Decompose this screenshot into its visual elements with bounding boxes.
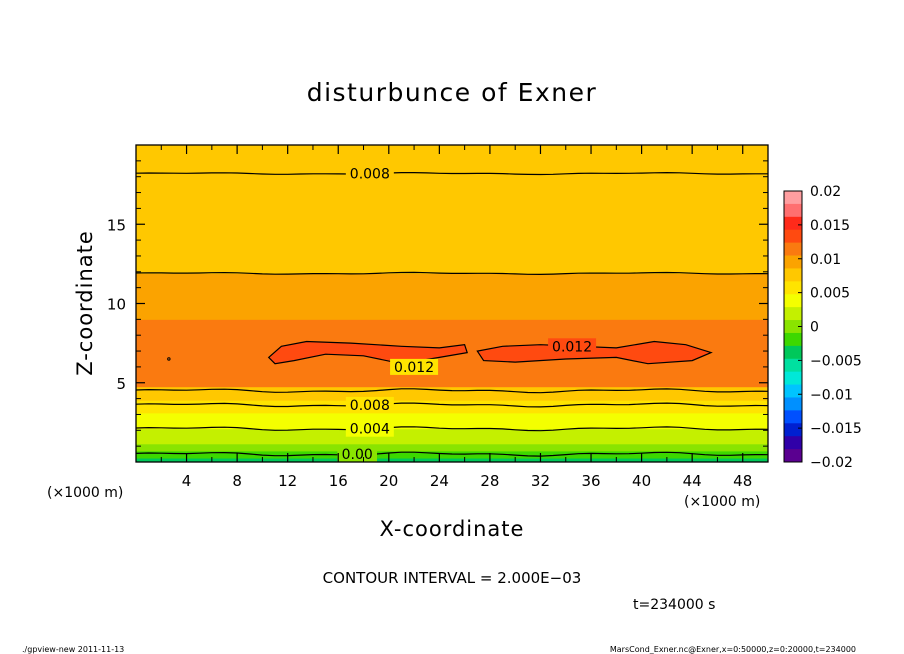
contour-label: 0.004 xyxy=(350,422,390,438)
x-tick-label: 28 xyxy=(480,472,499,490)
colorbar-segment xyxy=(784,307,802,321)
x-tick-label: 36 xyxy=(581,472,600,490)
colorbar-segment xyxy=(784,410,802,424)
contour-line xyxy=(136,171,768,176)
colorbar-segment xyxy=(784,384,802,398)
contour-band xyxy=(136,420,768,430)
contour-band xyxy=(136,428,768,438)
y-axis-label: Z-coordinate xyxy=(73,230,97,376)
colorbar-tick-label: 0.015 xyxy=(810,218,850,234)
contour-labels: 0.008 0.008 0.004 0.00 0.012 0.012 xyxy=(337,165,597,463)
x-axis-label: X-coordinate xyxy=(380,517,525,541)
x-tick-label: 24 xyxy=(430,472,449,490)
contour-label: 0.008 xyxy=(350,167,390,183)
colorbar-segment xyxy=(784,268,802,282)
colorbar-segment xyxy=(784,281,802,295)
colorbar-segment xyxy=(784,242,802,256)
colorbar-segment xyxy=(784,423,802,437)
contour-region xyxy=(267,340,468,365)
contour-label-bg xyxy=(337,446,377,463)
contour-label: 0.00 xyxy=(342,447,373,463)
x-unit-left: (×1000 m) xyxy=(47,485,123,501)
colorbar: 0.02 0.015 0.01 0.005 0 −0.005 −0.01 −0.015 −0.0… xyxy=(783,184,862,471)
colorbar-tick-label: 0.02 xyxy=(810,184,841,200)
contour-label-bg xyxy=(345,420,394,437)
colorbar-segment xyxy=(784,203,802,218)
x-tick-label: 20 xyxy=(379,472,398,490)
contour-line xyxy=(136,451,768,457)
y-tick-label: 10 xyxy=(107,296,126,314)
time-text: t=234000 s xyxy=(633,597,715,613)
contour-band xyxy=(136,443,768,452)
colorbar-tick-label: −0.02 xyxy=(810,455,853,471)
colorbar-segment xyxy=(784,191,802,205)
footer-right: MarsCond_Exner.nc@Exner,x=0:50000,z=0:20… xyxy=(610,645,856,654)
contour-interval-text: CONTOUR INTERVAL = 2.000E−03 xyxy=(323,569,582,587)
contour-line xyxy=(136,271,768,276)
colorbar-tick-label: −0.015 xyxy=(810,421,862,437)
x-tick-label: 40 xyxy=(632,472,651,490)
x-tick-label: 48 xyxy=(733,472,752,490)
contour-band xyxy=(136,273,768,320)
contour-label-bg xyxy=(548,338,597,355)
contour-band xyxy=(136,436,768,445)
colorbar-segment xyxy=(784,216,802,231)
colorbar-segment xyxy=(784,449,802,463)
contour-band xyxy=(136,412,768,422)
x-tick-label: 32 xyxy=(531,472,550,490)
colorbar-tick-label: 0.005 xyxy=(810,286,850,302)
colorbar-segment xyxy=(784,397,802,411)
colorbar-segment xyxy=(784,332,802,347)
contour-label-bg xyxy=(345,165,394,182)
contour-dot xyxy=(167,357,171,361)
chart-title: disturbunce of Exner xyxy=(307,78,598,107)
colorbar-segment xyxy=(784,320,802,334)
contour-line xyxy=(136,388,768,394)
colorbar-segment xyxy=(784,294,802,308)
x-unit-right: (×1000 m) xyxy=(684,494,760,510)
contour-label-bg xyxy=(345,396,394,413)
contour-label: 0.012 xyxy=(394,360,434,376)
colorbar-segment xyxy=(784,345,802,360)
contour-band xyxy=(136,458,768,462)
colorbar-tick-label: 0.01 xyxy=(810,252,841,268)
x-tick-label: 4 xyxy=(182,472,192,490)
colorbar-segment xyxy=(784,436,802,450)
contour-band xyxy=(136,406,768,414)
contour-band xyxy=(136,224,768,274)
contour-band xyxy=(136,400,768,408)
colorbar-segment xyxy=(784,358,802,373)
x-tick-label: 16 xyxy=(329,472,348,490)
y-tick-label: 15 xyxy=(107,216,126,234)
contour-band xyxy=(136,393,768,401)
contour-line xyxy=(136,426,768,432)
colorbar-tick-label: −0.005 xyxy=(810,353,862,369)
y-tick-label: 5 xyxy=(116,375,126,393)
colorbar-tick-label: 0 xyxy=(810,320,819,336)
filled-contour-bands xyxy=(136,145,768,462)
colorbar-segment xyxy=(784,371,802,385)
contour-band xyxy=(136,173,768,225)
contour-label-bg xyxy=(390,358,439,375)
x-tick-label: 44 xyxy=(683,472,702,490)
colorbar-segment xyxy=(784,229,802,244)
contour-label: 0.008 xyxy=(350,398,390,414)
contour-band xyxy=(136,145,768,175)
contour-label: 0.012 xyxy=(552,339,592,355)
colorbar-segment xyxy=(784,255,802,269)
footer-left: ./gpview-new 2011-11-13 xyxy=(22,645,124,654)
contour-line xyxy=(136,402,768,408)
contour-band xyxy=(136,450,768,459)
x-tick-label: 8 xyxy=(232,472,242,490)
colorbar-tick-label: −0.01 xyxy=(810,387,853,403)
x-tick-label: 12 xyxy=(278,472,297,490)
contour-lines xyxy=(136,171,768,457)
